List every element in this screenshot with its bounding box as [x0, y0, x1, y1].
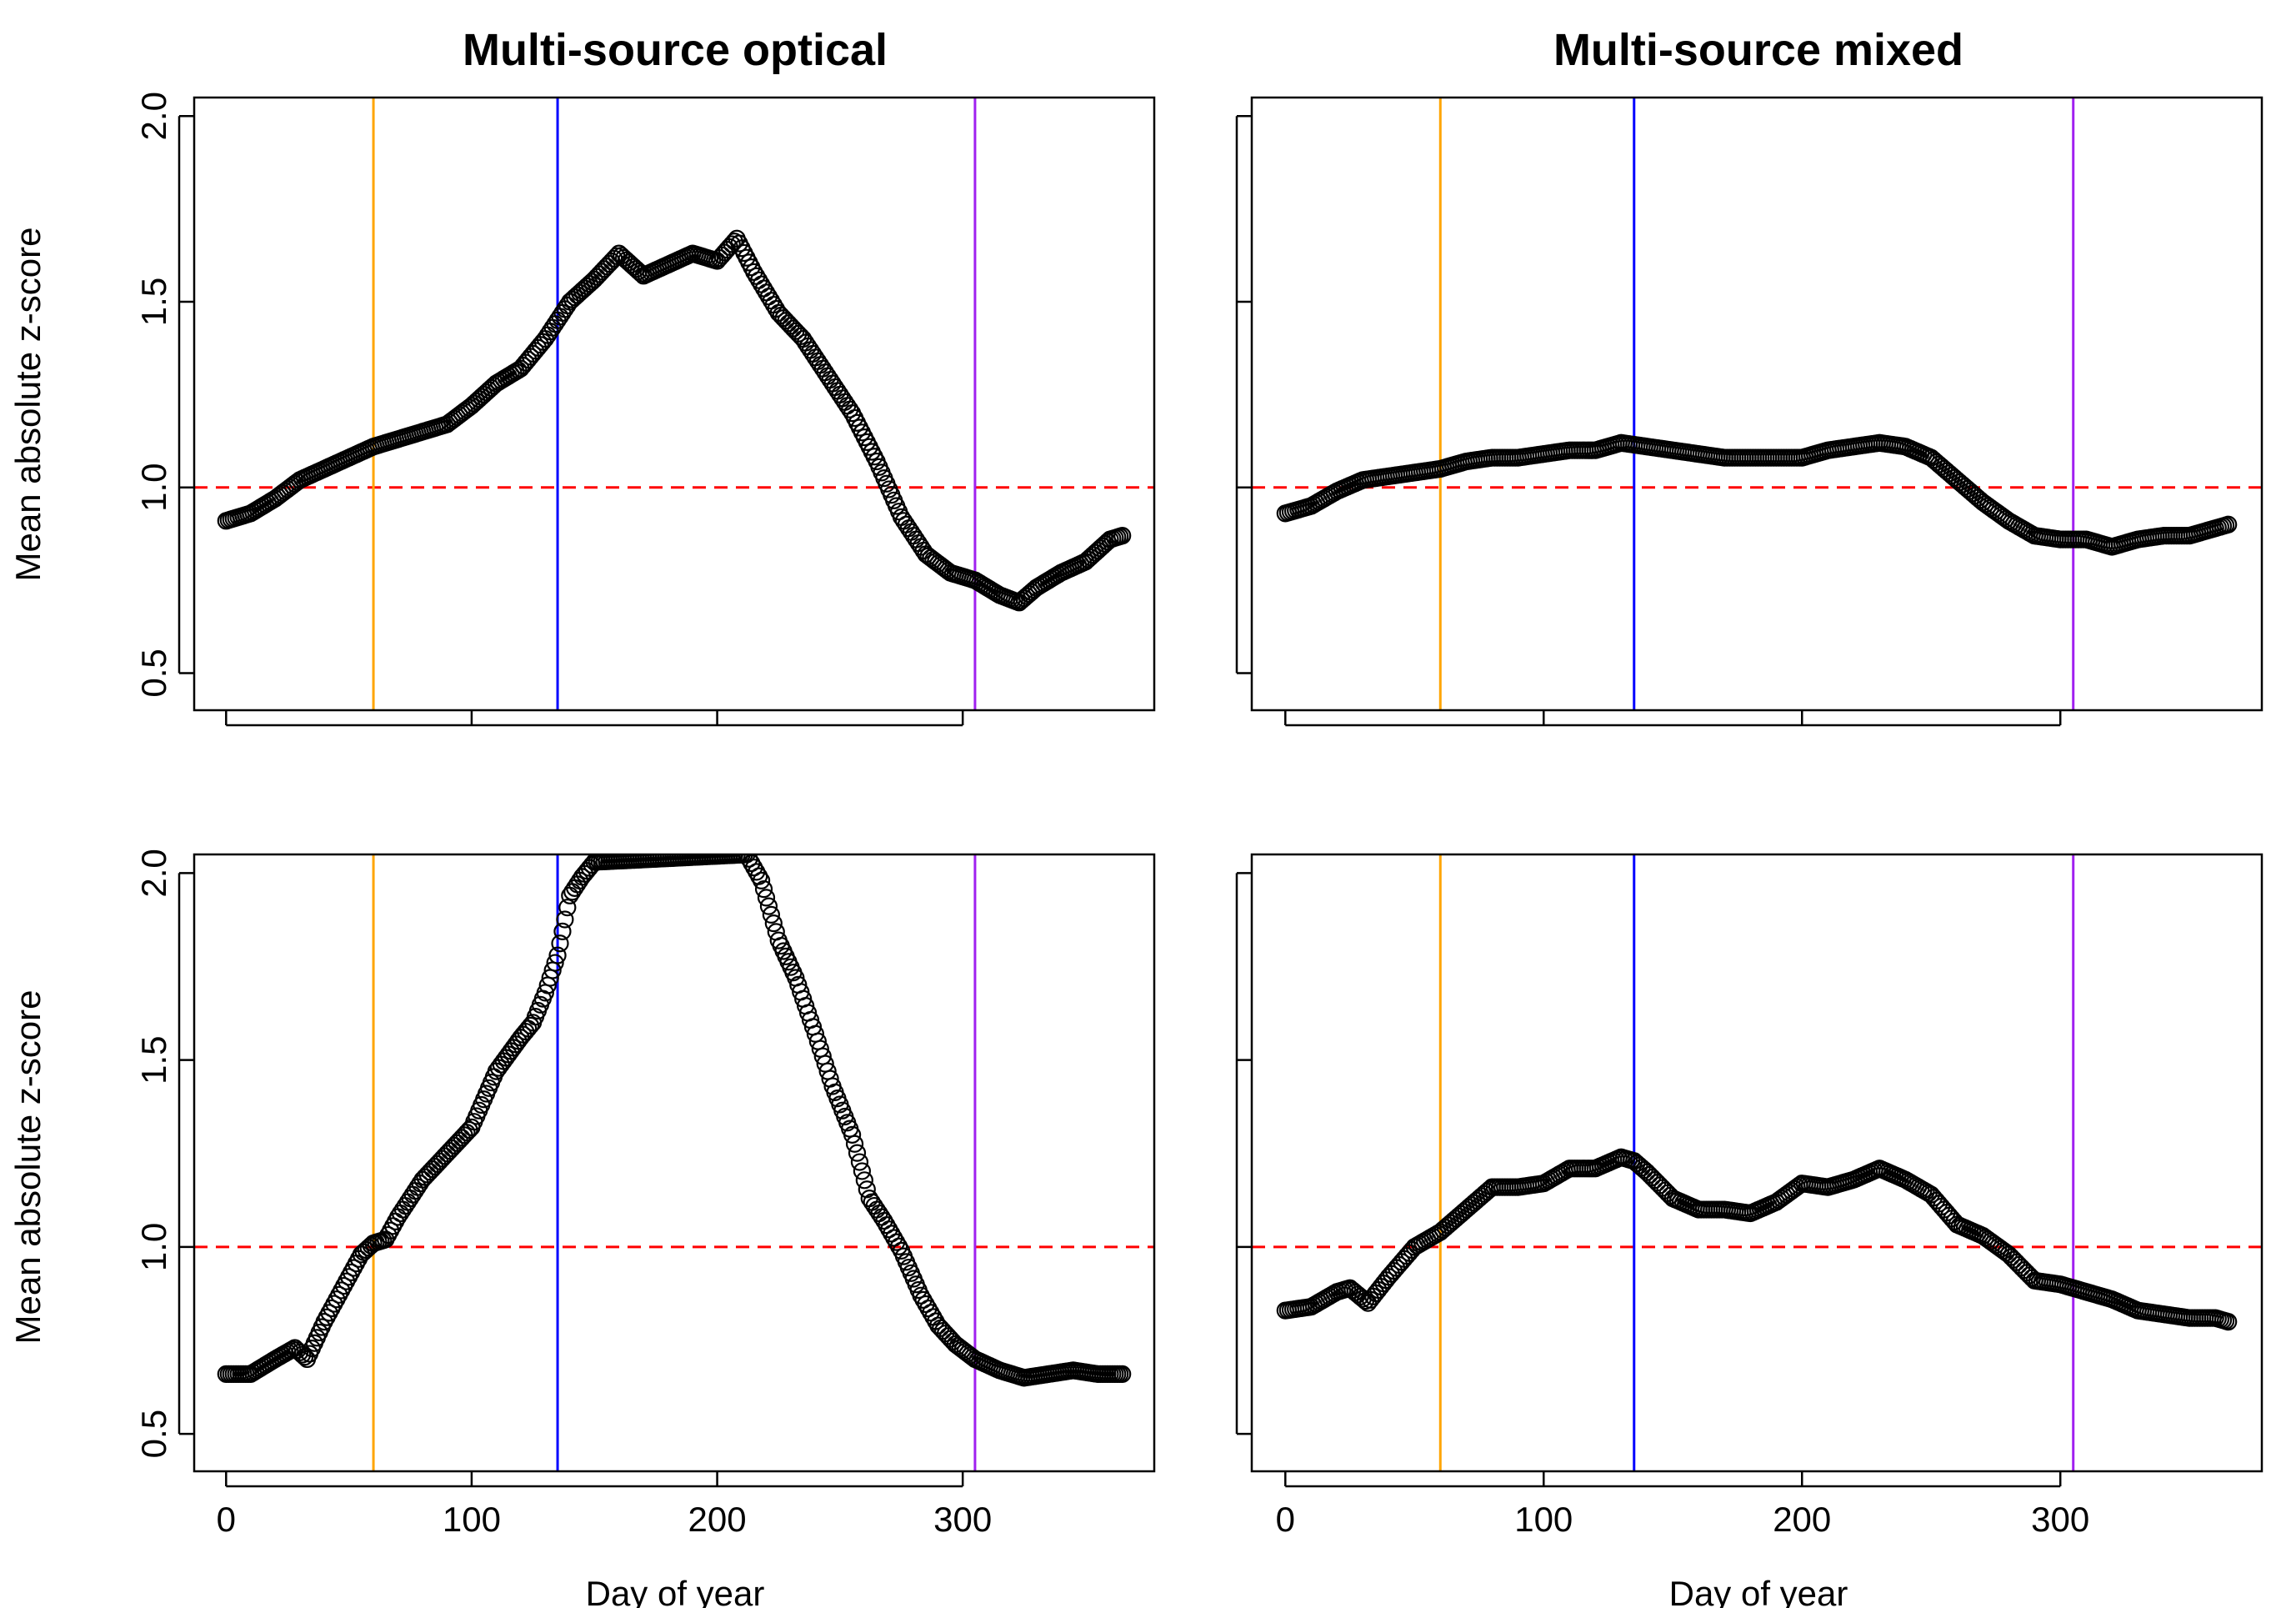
data-point [917, 1295, 935, 1314]
data-point [843, 1125, 862, 1144]
data-point [754, 880, 773, 899]
data-point [757, 889, 776, 907]
data-point [878, 1216, 896, 1235]
data-point [883, 1225, 901, 1243]
y-axis-label: Mean absolute z-score [8, 990, 48, 1345]
y-tick-label: 0.5 [134, 649, 173, 697]
x-tick-label: 300 [933, 1500, 992, 1539]
plot-frame [193, 853, 1156, 1473]
data-point [919, 1299, 938, 1318]
data-point [546, 954, 564, 972]
data-point [912, 1286, 930, 1305]
y-tick-label: 0.5 [134, 1410, 173, 1458]
data-point [875, 1211, 893, 1230]
data-series [1276, 1148, 2238, 1331]
data-point [748, 863, 766, 881]
data-point [1113, 527, 1132, 545]
data-point [1113, 1365, 1132, 1383]
x-axis-label: Day of year [586, 1574, 765, 1608]
plot-area: 0.5 1.0 1.5 2.0 [134, 92, 1156, 727]
plot-area [1235, 96, 2263, 727]
panel-bottom-left: Mean absolute z-score Day of year 0 100 20… [8, 849, 1156, 1608]
plot-clip-group [1252, 854, 2262, 1471]
plot-frame [1250, 853, 2263, 1473]
data-point [522, 1016, 540, 1035]
data-point [293, 1345, 312, 1364]
data-point [745, 859, 763, 877]
y-axis-label: Mean absolute z-score [8, 228, 48, 582]
data-point [922, 1304, 940, 1322]
data-point [738, 854, 756, 864]
y-tick-label: 2.0 [134, 92, 173, 140]
plot-clip-group [194, 854, 1154, 1471]
panel-top-right: Multi-source mixed [1235, 25, 2263, 727]
x-tick-label: 100 [443, 1500, 501, 1539]
data-point [750, 867, 768, 885]
data-point [880, 1220, 898, 1239]
x-tick-label: 100 [1514, 1500, 1573, 1539]
data-point [553, 922, 572, 940]
data-point [841, 400, 859, 418]
panel-title: Multi-source mixed [1553, 25, 1963, 75]
data-point [855, 1171, 873, 1190]
data-point [762, 905, 780, 924]
plot-area: 0 100 200 300 [1235, 853, 2263, 1539]
data-point [853, 1162, 871, 1180]
x-tick-label: 200 [688, 1500, 747, 1539]
x-tick-label: 0 [217, 1500, 236, 1539]
data-point [2219, 1313, 2238, 1331]
y-tick-label: 1.0 [134, 1223, 173, 1271]
data-point [759, 897, 778, 915]
data-point [848, 1144, 867, 1162]
data-point [556, 910, 574, 929]
data-point [2219, 515, 2238, 533]
plot-frame [193, 96, 1156, 712]
data-series [217, 854, 1132, 1387]
y-tick-label: 1.0 [134, 463, 173, 512]
data-point [752, 871, 771, 889]
x-axis-label: Day of year [1669, 1574, 1848, 1608]
data-point [723, 235, 741, 253]
data-point [914, 1290, 933, 1309]
data-point [858, 1180, 876, 1199]
data-point [740, 854, 758, 868]
data-point [764, 914, 783, 933]
data-point [850, 1153, 869, 1171]
data-point [551, 934, 569, 953]
data-point [889, 1237, 908, 1255]
y-tick-label: 2.0 [134, 849, 173, 897]
plot-clip-group [194, 98, 1154, 710]
x-tick-label: 0 [1276, 1500, 1295, 1539]
data-point [558, 899, 577, 917]
panel-top-left: Multi-source optical Mean absolute z-sco… [8, 25, 1156, 727]
data-point [845, 1135, 864, 1153]
x-tick-label: 200 [1773, 1500, 1831, 1539]
y-tick-label: 1.5 [134, 278, 173, 326]
y-tick-label: 1.5 [134, 1035, 173, 1084]
panel-title: Multi-source optical [463, 25, 888, 75]
data-point [888, 1233, 906, 1251]
data-point [885, 1229, 903, 1247]
data-series [1276, 433, 2238, 556]
x-tick-label: 300 [2031, 1500, 2089, 1539]
plot-clip-group [1252, 98, 2262, 710]
panel-bottom-right: Day of year 0 100 200 300 [1235, 853, 2263, 1608]
data-series [217, 229, 1132, 612]
plot-area: 0 100 200 300 0.5 1.0 1.5 2.0 [134, 849, 1156, 1539]
plot-frame [1250, 96, 2263, 712]
data-point [548, 946, 567, 964]
